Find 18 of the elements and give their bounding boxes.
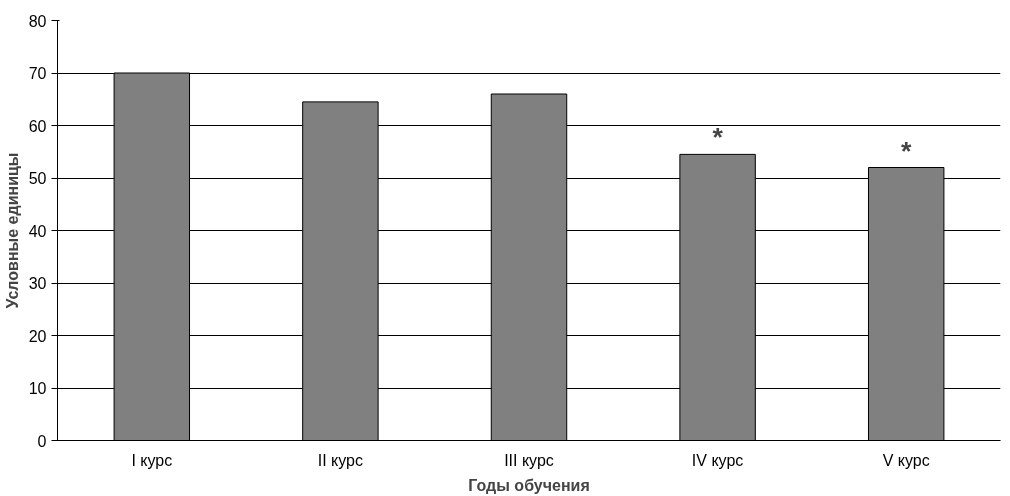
x-tick-label: IV курс: [691, 451, 744, 469]
x-tick-label: II курс: [317, 451, 364, 469]
y-tick-label: 50: [28, 170, 47, 187]
y-tick-label: 80: [28, 12, 47, 30]
x-axis-title: Годы обучения: [468, 476, 590, 494]
y-tick-label: 20: [28, 327, 47, 345]
y-tick-label: 60: [28, 117, 47, 135]
annotation: *: [901, 135, 913, 166]
y-tick-label: 10: [28, 380, 47, 397]
x-tick-label: III курс: [504, 451, 554, 469]
y-tick-label: 0: [37, 432, 47, 450]
annotation: *: [712, 122, 724, 153]
y-tick-label: 30: [28, 275, 47, 292]
y-tick-label: 70: [28, 65, 47, 82]
y-tick-label: 40: [28, 222, 47, 240]
y-axis-title: Условные единицы: [3, 152, 21, 309]
x-tick-label: I курс: [131, 451, 173, 469]
x-tick-label: V курс: [882, 451, 930, 469]
